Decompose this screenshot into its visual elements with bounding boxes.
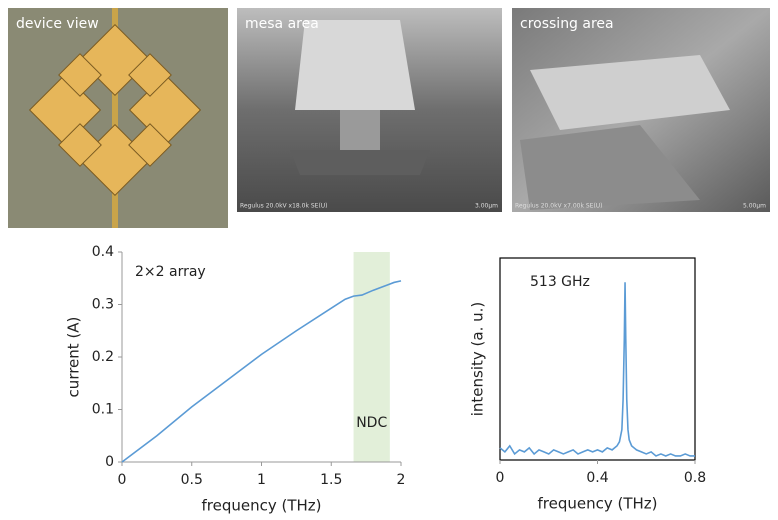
x-tick-label: 1.5: [320, 472, 342, 488]
panel-label: mesa area: [245, 16, 319, 32]
x-tick-label: 0.8: [684, 470, 706, 486]
y-tick-label: 0.1: [92, 402, 114, 418]
crossing-area-image: crossing area Regulus 20.0kV x7.00k SE(U…: [512, 8, 770, 212]
sem-scale: 3.00µm: [475, 203, 498, 210]
y-tick-label: 0.2: [92, 349, 114, 365]
sem-caption: Regulus 20.0kV x18.0k SE(U): [240, 203, 328, 210]
annotation: 513 GHz: [530, 274, 590, 290]
x-tick-label: 0: [118, 472, 127, 488]
annotation: 2×2 array: [135, 264, 206, 280]
y-tick-label: 0.4: [92, 244, 114, 260]
x-axis-label: frequency (THz): [201, 497, 321, 515]
x-axis-label: frequency (THz): [537, 495, 657, 513]
x-tick-label: 0.4: [586, 470, 608, 486]
sem-scale: 5.00µm: [743, 203, 766, 210]
x-tick-label: 0: [496, 470, 505, 486]
x-tick-label: 0.5: [181, 472, 203, 488]
mesa-area-image: mesa area Regulus 20.0kV x18.0k SE(U) 3.…: [237, 8, 502, 212]
y-tick-label: 0: [105, 454, 114, 470]
region-label: NDC: [356, 415, 387, 431]
y-tick-label: 0.3: [92, 297, 114, 313]
y-axis-label: current (A): [65, 317, 83, 398]
figure: device view mesa area Regulus 20.0kV x18…: [0, 0, 778, 516]
sem-caption: Regulus 20.0kV x7.00k SE(U): [515, 203, 603, 210]
device-view-image: device view: [8, 8, 228, 228]
panel-label: device view: [16, 16, 99, 32]
panel-label: crossing area: [520, 16, 614, 32]
y-axis-label: intensity (a. u.): [469, 302, 487, 417]
data-line: [500, 282, 695, 456]
x-tick-label: 1: [257, 472, 266, 488]
x-tick-label: 2: [397, 472, 406, 488]
